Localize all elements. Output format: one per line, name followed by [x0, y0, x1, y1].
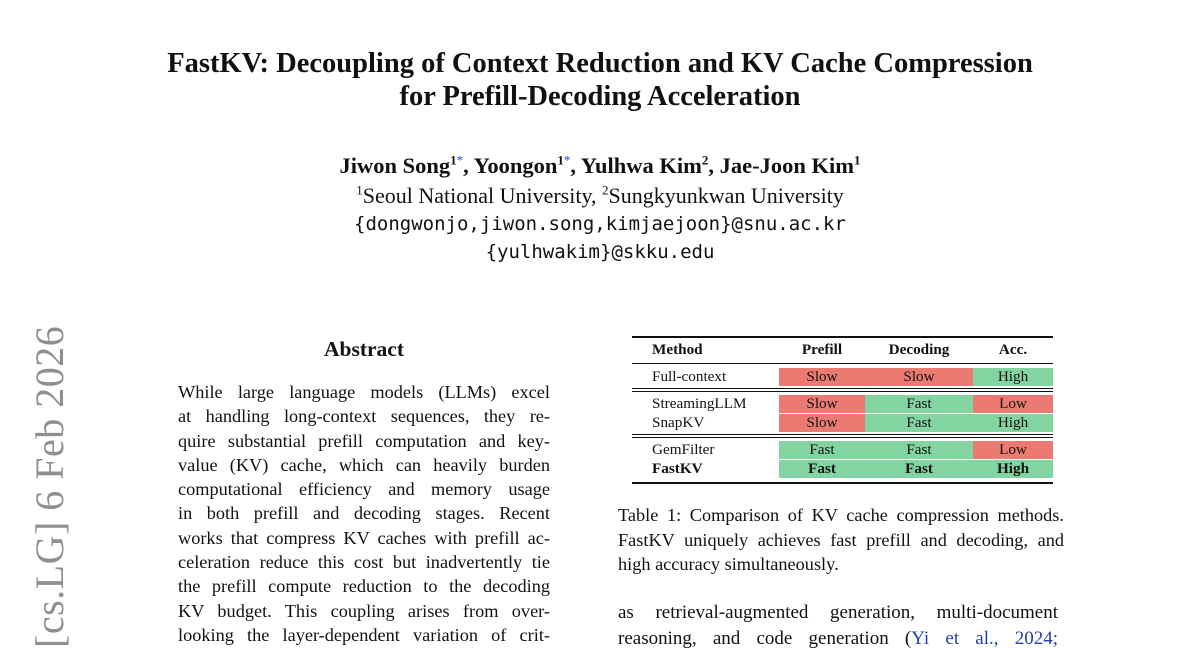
- paper-title: FastKV: Decoupling of Context Reduction …: [0, 47, 1200, 113]
- abstract-line: at handling long-context sequences, they…: [178, 406, 550, 427]
- arxiv-side-stamp: [cs.LG] 6 Feb 2026: [27, 325, 72, 648]
- abstract-line: quire substantial prefill computation an…: [178, 430, 550, 451]
- abstract-line: works that compress KV caches with prefi…: [178, 527, 550, 548]
- abstract-line: celeration reduce this cost but inadvert…: [178, 552, 550, 573]
- method-cell: Full-context: [652, 368, 727, 385]
- acc-cell: High: [973, 459, 1053, 478]
- prefill-cell: Slow: [779, 413, 865, 432]
- author-affil-mark: 1: [450, 152, 457, 168]
- prefill-cell: Fast: [779, 459, 865, 478]
- author-name: Yoongon: [473, 153, 558, 178]
- abstract-line: value (KV) cache, which can heavily burd…: [178, 454, 550, 475]
- decoding-cell: Slow: [865, 368, 973, 386]
- body-text-right: as retrieval-augmented generation, multi…: [618, 600, 1058, 648]
- abstract-line: KV budget. This coupling arises from ove…: [178, 600, 550, 621]
- acc-cell: High: [973, 413, 1053, 432]
- table-header-cell: Method: [652, 341, 703, 358]
- acc-cell: Low: [973, 441, 1053, 459]
- table-group-rule: [632, 388, 1053, 389]
- title-line-1: FastKV: Decoupling of Context Reduction …: [167, 48, 1033, 79]
- table-bottom-rule: [632, 482, 1053, 484]
- citation-link[interactable]: Yi et al., 2024: [911, 628, 1053, 648]
- body-line: reasoning, and code generation (Yi et al…: [618, 628, 1058, 648]
- abstract-heading: Abstract: [323, 337, 404, 361]
- author-name: Jiwon Song: [339, 153, 451, 178]
- author-name: Jae-Joon Kim: [719, 153, 855, 178]
- author-name: Yulhwa Kim: [580, 153, 702, 178]
- author-affil-mark: 1: [557, 152, 564, 168]
- decoding-cell: Fast: [865, 395, 973, 413]
- affil-mark: 2: [602, 182, 609, 198]
- abstract-line: in both prefill and decoding stages. Rec…: [178, 503, 550, 524]
- table-header-cell: Decoding: [888, 341, 950, 358]
- table-group-rule: [632, 436, 1053, 438]
- email-line-2: {yulhwakim}@skku.edu: [485, 241, 715, 263]
- author-list: Jiwon Song1*, Yoongon1*, Yulhwa Kim2, Ja…: [339, 152, 861, 178]
- table-header-cell: Prefill: [801, 341, 843, 358]
- acc-cell: High: [973, 368, 1053, 386]
- equal-contribution-mark: *: [456, 152, 464, 168]
- method-cell: StreamingLLM: [652, 395, 747, 412]
- caption-line: FastKV uniquely achieves fast prefill an…: [618, 529, 1064, 550]
- table-caption: Table 1: Comparison of KV cache compress…: [618, 503, 1064, 577]
- table-header-cell: Acc.: [998, 341, 1028, 358]
- abstract-line: the prefill compute reduction to the dec…: [178, 576, 550, 597]
- table-group-rule: [632, 390, 1053, 392]
- title-line-2: for Prefill-Decoding Acceleration: [399, 81, 801, 112]
- prefill-cell: Slow: [779, 368, 865, 386]
- acc-cell: Low: [973, 395, 1053, 413]
- affiliation-2: Sungkyunkwan University: [608, 183, 844, 208]
- affiliation-1: Seoul National University,: [362, 183, 603, 208]
- caption-line: high accuracy simultaneously.: [618, 554, 839, 574]
- method-cell: FastKV: [652, 459, 703, 477]
- prefill-cell: Slow: [779, 395, 865, 413]
- method-cell: GemFilter: [652, 441, 715, 458]
- decoding-cell: Fast: [865, 441, 973, 459]
- table-group-rule: [632, 434, 1053, 435]
- affiliations: 1Seoul National University, 2Sungkyunkwa…: [0, 181, 1200, 211]
- author-affil-mark: 2: [701, 152, 709, 168]
- decoding-cell: Fast: [865, 413, 973, 432]
- abstract-line: While large language models (LLMs) excel: [178, 382, 550, 402]
- abstract-body: While large language models (LLMs) excel…: [178, 380, 550, 647]
- prefill-cell: Fast: [779, 441, 865, 459]
- abstract-line: looking the layer-dependent variation of…: [178, 624, 550, 645]
- author-affil-mark: 1: [854, 152, 861, 168]
- method-cell: SnapKV: [652, 413, 705, 431]
- decoding-cell: Fast: [865, 459, 973, 478]
- table-header-rule: [632, 363, 1053, 364]
- equal-contribution-mark: *: [563, 152, 571, 168]
- affil-mark: 1: [356, 182, 363, 198]
- caption-line: Table 1: Comparison of KV cache compress…: [618, 505, 1064, 525]
- abstract-line: computational efficiency and memory usag…: [178, 479, 550, 500]
- email-line-1: {dongwonjo,jiwon.song,kimjaejoon}@snu.ac…: [354, 213, 846, 235]
- body-line: as retrieval-augmented generation, multi…: [618, 602, 1058, 623]
- table-top-rule: [632, 336, 1053, 338]
